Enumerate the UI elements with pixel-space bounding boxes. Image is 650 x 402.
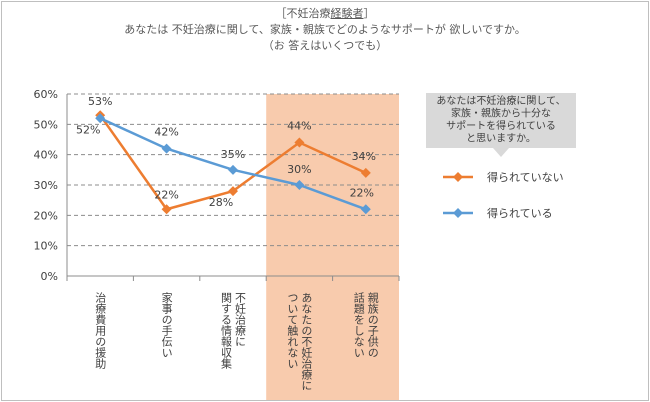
data-point-marker [294,180,305,190]
legend-label: 得られていない [487,171,564,184]
data-label: 42% [154,126,178,139]
data-label: 52% [76,123,100,136]
y-tick-label: 0% [41,270,58,283]
data-point-marker [294,137,305,148]
y-tick-label: 20% [34,209,58,222]
chart-tag: ［不妊治療経験者］ [0,6,650,22]
data-label: 22% [350,186,374,199]
x-category-label: 話題をしない [352,291,365,358]
data-label: 53% [88,95,112,108]
legend-label: 得られている [487,207,553,220]
x-category-label: ついて触れない [286,292,299,369]
chart-question: あなたは 不妊治療に関して、家族・親族でどのようなサポートが 欲しいですか。 [124,23,526,36]
data-label: 34% [352,150,376,163]
y-tick-label: 40% [34,149,58,162]
y-tick-label: 50% [34,118,58,131]
data-label: 30% [287,163,311,176]
x-category-label: 家事の手伝い [160,291,173,358]
data-point-marker [95,113,106,124]
chart-header: ［不妊治療経験者］ あなたは 不妊治療に関して、家族・親族でどのようなサポートが… [0,6,650,54]
x-category-label: 治療費用の援助 [94,291,107,370]
legend-title-line: あなたは不妊治療に関して、 [436,94,565,107]
legend-callout-box [426,93,576,157]
y-tick-label: 30% [34,179,58,192]
data-label: 44% [287,120,311,133]
legend-title-line: サポートを得られている [446,120,556,132]
data-point-marker [228,164,238,175]
data-point-marker [360,167,371,178]
data-label: 28% [209,196,233,209]
legend-marker [453,172,463,182]
highlight-band [266,94,399,400]
x-category-label: 親族の子供の [366,292,379,358]
tag-bracket-open: ［ [275,7,287,20]
data-label: 35% [221,148,245,161]
y-tick-label: 60% [34,88,58,101]
chart-note: （お 答えはいくつでも） [262,39,388,52]
tag-emphasis: 経験者 [330,7,364,20]
tag-main: 不妊治療 [286,7,331,20]
data-point-marker [161,143,172,154]
tag-bracket-close: ］ [363,7,375,20]
legend-title-line: 家族・親族から十分な [451,107,551,120]
data-point-marker [228,186,238,197]
legend-title-line: と思いますか。 [466,133,536,145]
y-tick-label: 10% [34,240,58,253]
data-point-marker [161,204,172,215]
data-point-marker [360,204,371,215]
x-category-label: あなたの不妊治療に [300,292,313,391]
x-category-label: 不妊治療に [234,292,247,347]
legend-marker [453,208,463,218]
x-category-label: 関する情報収集 [220,292,233,369]
data-label: 22% [154,188,178,201]
